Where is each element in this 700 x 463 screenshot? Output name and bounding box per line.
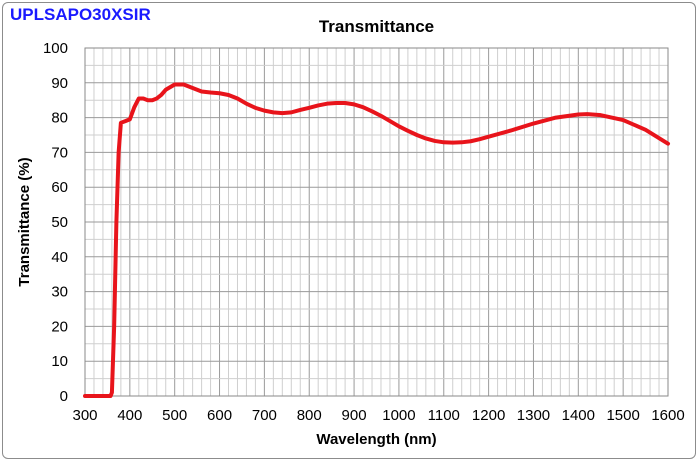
x-tick-label: 900 xyxy=(342,407,367,424)
y-tick-label: 0 xyxy=(60,388,68,405)
x-tick-label: 500 xyxy=(162,407,187,424)
x-tick-label: 300 xyxy=(72,407,97,424)
x-tick-label: 1300 xyxy=(517,407,550,424)
transmittance-series-line xyxy=(83,82,670,398)
grid xyxy=(85,48,668,396)
x-tick-label: 400 xyxy=(117,407,142,424)
x-tick-label: 600 xyxy=(207,407,232,424)
x-tick-label: 1500 xyxy=(606,407,639,424)
x-tick-labels: 300 400 500 600 700 800 900 1000 1100 1200 1300 140… xyxy=(72,407,684,424)
y-tick-label: 20 xyxy=(51,318,68,335)
chart-title: Transmittance xyxy=(319,17,434,36)
y-tick-label: 50 xyxy=(51,214,68,231)
y-axis-title: Transmittance (%) xyxy=(16,157,33,286)
plot-area-border xyxy=(84,47,669,397)
y-tick-label: 70 xyxy=(51,144,68,161)
x-tick-label: 1400 xyxy=(562,407,595,424)
y-tick-label: 40 xyxy=(51,249,68,266)
y-tick-label: 30 xyxy=(51,284,68,301)
x-axis-title: Wavelength (nm) xyxy=(316,431,436,448)
y-tick-labels: 0 10 20 30 40 50 60 70 80 90 100 xyxy=(43,40,68,405)
y-tick-label: 100 xyxy=(43,40,68,57)
y-tick-label: 80 xyxy=(51,110,68,127)
y-tick-label: 10 xyxy=(51,353,68,370)
product-label: UPLSAPO30XSIR xyxy=(10,5,151,24)
series-layer xyxy=(83,82,670,398)
x-tick-label: 1200 xyxy=(472,407,505,424)
y-tick-label: 60 xyxy=(51,179,68,196)
x-tick-label: 1000 xyxy=(382,407,415,424)
x-tick-label: 700 xyxy=(252,407,277,424)
x-tick-label: 800 xyxy=(297,407,322,424)
x-tick-label: 1600 xyxy=(651,407,684,424)
x-tick-label: 1100 xyxy=(428,407,460,424)
y-tick-label: 90 xyxy=(51,75,68,92)
